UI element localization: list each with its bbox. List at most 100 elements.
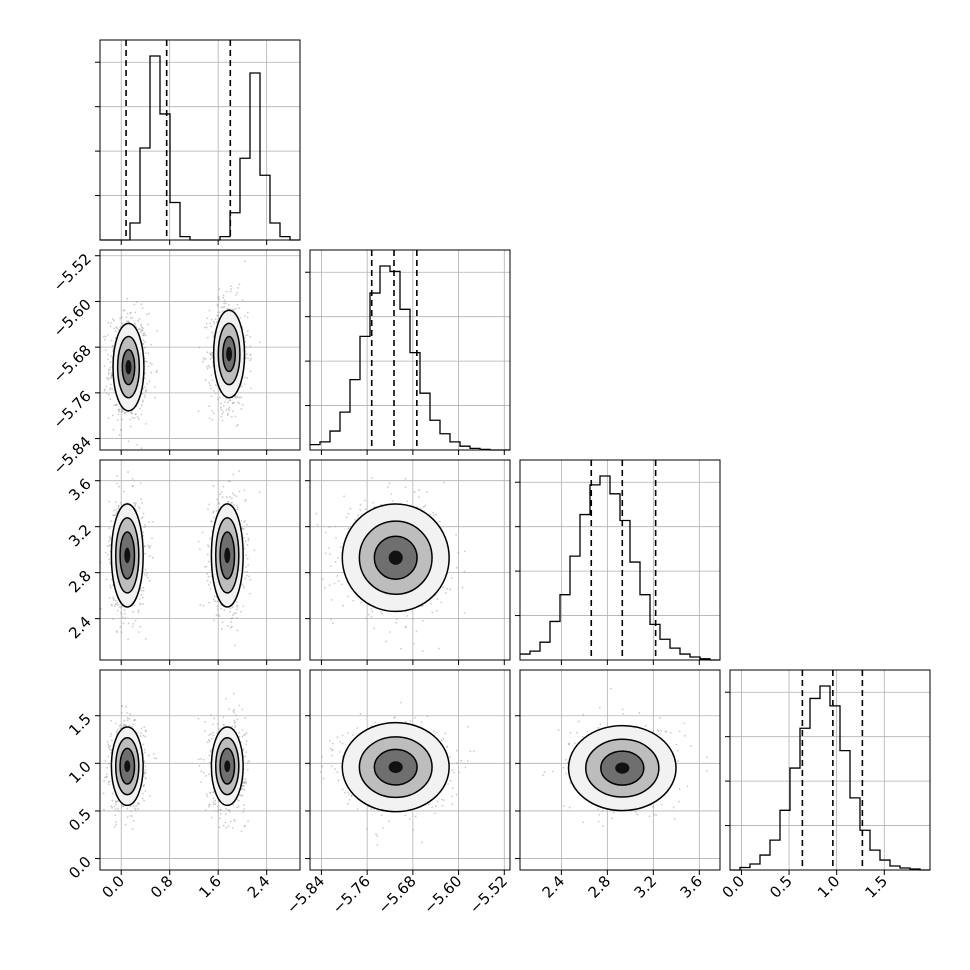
scatter-point bbox=[236, 604, 239, 607]
contour-line bbox=[119, 531, 136, 580]
scatter-point bbox=[247, 357, 249, 360]
scatter-point bbox=[114, 330, 117, 332]
scatter-point bbox=[245, 740, 248, 743]
scatter-point bbox=[395, 622, 398, 624]
scatter-point bbox=[208, 405, 211, 408]
scatter-point bbox=[106, 334, 109, 336]
scatter-point bbox=[208, 417, 211, 420]
scatter-point bbox=[197, 410, 200, 412]
scatter-point bbox=[107, 373, 110, 376]
scatter-point bbox=[129, 805, 132, 808]
scatter-point bbox=[140, 593, 143, 596]
scatter-point bbox=[405, 625, 408, 628]
scatter-point bbox=[131, 412, 134, 415]
scatter-point bbox=[148, 521, 150, 523]
scatter-point bbox=[206, 336, 209, 339]
scatter-point bbox=[109, 537, 112, 539]
scatter-point bbox=[215, 614, 218, 617]
scatter-point bbox=[235, 714, 237, 717]
scatter-point bbox=[223, 299, 226, 302]
y-tick-label: 2.8 bbox=[65, 567, 95, 597]
scatter-point bbox=[241, 299, 244, 302]
scatter-point bbox=[133, 502, 136, 504]
scatter-point bbox=[117, 807, 119, 810]
scatter-point bbox=[142, 339, 145, 342]
scatter-point bbox=[206, 579, 209, 582]
scatter-point bbox=[307, 582, 309, 584]
scatter-point bbox=[137, 609, 140, 612]
scatter-point bbox=[108, 748, 111, 751]
panel-frame bbox=[99, 249, 301, 451]
scatter-point bbox=[238, 736, 241, 738]
scatter-point bbox=[237, 805, 240, 808]
scatter-point bbox=[225, 397, 227, 400]
scatter-point bbox=[349, 507, 352, 510]
scatter-point bbox=[243, 788, 246, 791]
scatter-point bbox=[149, 794, 151, 797]
scatter-point bbox=[340, 583, 343, 586]
scatter-point bbox=[243, 521, 245, 523]
scatter-point bbox=[210, 318, 213, 321]
scatter-point bbox=[329, 618, 332, 621]
scatter-point bbox=[116, 609, 119, 612]
scatter-point bbox=[209, 537, 211, 540]
scatter-point bbox=[126, 816, 129, 819]
scatter-point bbox=[246, 571, 249, 573]
scatter-point bbox=[388, 482, 391, 485]
scatter-point bbox=[144, 372, 147, 375]
scatter-point bbox=[129, 815, 132, 817]
scatter-point bbox=[236, 508, 239, 511]
scatter-panel-p0-p1: −5.84−5.76−5.68−5.60−5.52 bbox=[50, 249, 301, 478]
scatter-panel-p1-p2 bbox=[305, 459, 511, 665]
y-tick-label: 3.2 bbox=[65, 521, 95, 551]
scatter-point bbox=[131, 828, 134, 830]
histogram-step bbox=[100, 55, 300, 241]
scatter-point bbox=[119, 317, 122, 320]
histogram-panel-p3: 0.0 0.5 1.0 1.5 bbox=[719, 669, 931, 902]
scatter-point bbox=[126, 807, 129, 810]
scatter-point bbox=[222, 410, 225, 413]
scatter-point bbox=[229, 607, 232, 610]
scatter-point bbox=[143, 545, 146, 548]
scatter-point bbox=[243, 808, 246, 810]
scatter-point bbox=[207, 560, 210, 563]
scatter-point bbox=[143, 396, 146, 399]
scatter-point bbox=[143, 783, 146, 786]
scatter-point bbox=[231, 625, 233, 628]
scatter-point bbox=[222, 485, 225, 488]
scatter-point bbox=[243, 587, 246, 589]
scatter-point bbox=[212, 336, 215, 338]
scatter-point bbox=[236, 601, 238, 603]
scatter-point bbox=[108, 780, 111, 783]
scatter-point bbox=[142, 743, 145, 746]
scatter-point bbox=[131, 477, 134, 480]
scatter-point bbox=[130, 810, 133, 812]
contour-line bbox=[214, 517, 240, 594]
scatter-point bbox=[331, 622, 334, 625]
scatter-point bbox=[218, 295, 220, 298]
scatter-point bbox=[116, 728, 119, 731]
scatter-point bbox=[208, 309, 211, 312]
scatter-point bbox=[126, 312, 129, 315]
scatter-point bbox=[114, 722, 117, 725]
scatter-point bbox=[113, 319, 116, 322]
scatter-point bbox=[248, 759, 251, 762]
scatter-point bbox=[244, 755, 247, 758]
scatter-point bbox=[240, 520, 243, 522]
scatter-point bbox=[250, 387, 252, 390]
scatter-point bbox=[233, 708, 236, 711]
scatter-point bbox=[237, 401, 239, 404]
scatter-point bbox=[231, 616, 234, 619]
scatter-point bbox=[121, 725, 124, 728]
scatter-point bbox=[337, 580, 340, 583]
y-tick-label: −5.68 bbox=[50, 341, 95, 386]
scatter-point bbox=[433, 514, 435, 517]
scatter-point bbox=[244, 577, 247, 580]
scatter-point bbox=[232, 826, 234, 829]
scatter-point bbox=[244, 778, 247, 781]
scatter-point bbox=[129, 418, 131, 421]
scatter-point bbox=[132, 723, 135, 726]
scatter-point bbox=[227, 303, 230, 306]
scatter-point bbox=[125, 711, 128, 714]
scatter-point bbox=[151, 537, 153, 540]
